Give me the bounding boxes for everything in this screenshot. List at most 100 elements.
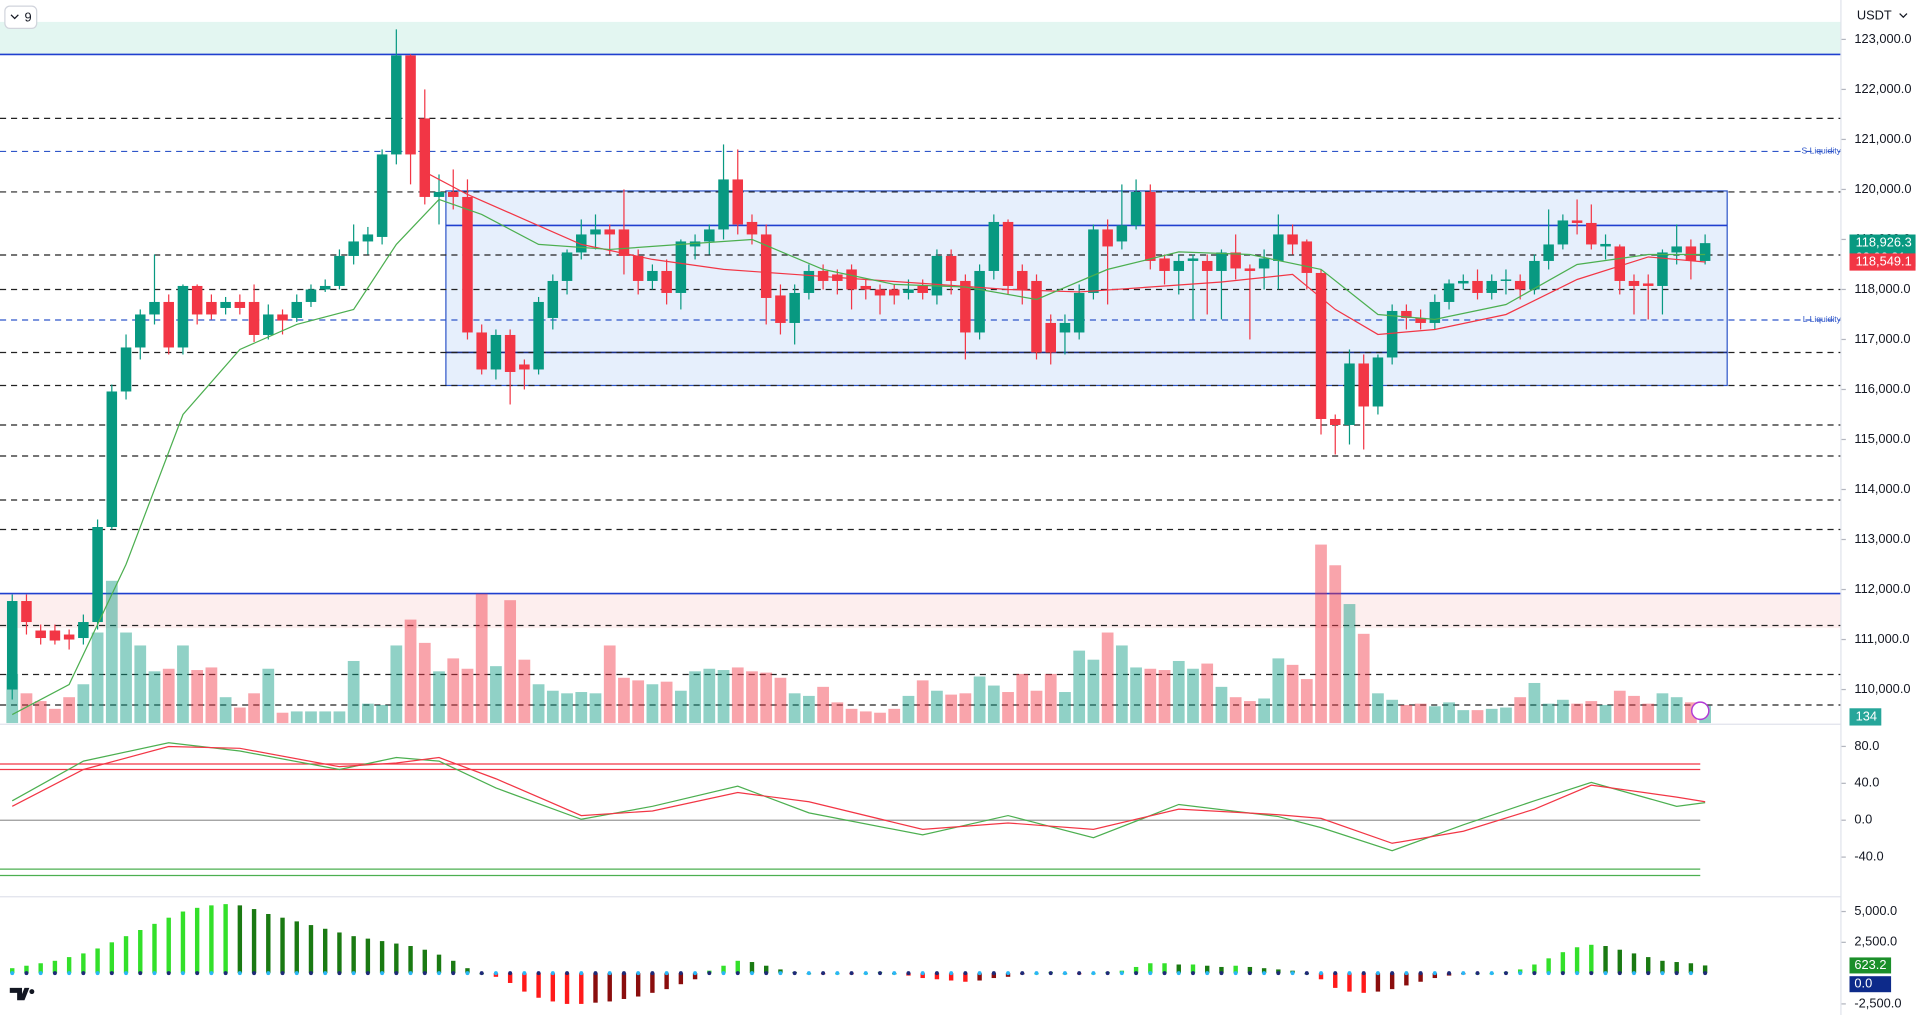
candle-body: [35, 630, 46, 639]
y-tick-label: 113,000.0: [1854, 531, 1910, 546]
volume-bar: [49, 708, 61, 724]
zero-dot: [294, 971, 299, 976]
zero-dot: [1319, 971, 1323, 976]
candle-body: [960, 280, 971, 333]
candle-body: [462, 196, 473, 333]
y-tick-label: 121,000.0: [1854, 131, 1911, 146]
volume-bar: [1016, 673, 1029, 724]
candle-body: [604, 229, 615, 235]
macd-bar: [38, 963, 43, 974]
volume-bar: [404, 619, 417, 724]
macd-bar: [1418, 973, 1423, 982]
candle-body: [220, 301, 231, 308]
candle-body: [789, 292, 800, 323]
macd-bar: [1261, 968, 1267, 974]
macd-bar: [365, 938, 371, 974]
volume-bar: [1030, 690, 1043, 724]
zero-dot: [1290, 971, 1295, 976]
candle-body: [1102, 229, 1113, 247]
zero-dot: [1504, 971, 1508, 976]
candle-body: [1685, 246, 1697, 261]
zero-dot: [1091, 971, 1096, 976]
candle-body: [803, 270, 815, 293]
zero-dot: [806, 971, 811, 976]
zero-dot: [52, 971, 57, 976]
candle-body: [590, 229, 601, 235]
candle-body: [675, 241, 687, 293]
macd-bar: [507, 973, 513, 983]
macd-bar: [522, 973, 527, 992]
macd-bar: [337, 932, 342, 974]
zero-dot: [1447, 971, 1452, 976]
candle-body: [1642, 283, 1654, 286]
macd-bar: [607, 973, 612, 1002]
candle-body: [6, 601, 18, 690]
candle-body: [248, 301, 260, 335]
volume-bar: [987, 685, 1000, 724]
volume-bar: [1229, 697, 1242, 724]
zero-dot: [394, 971, 399, 976]
macd-bar: [1646, 957, 1651, 974]
macd-bar: [237, 905, 243, 974]
candle-body: [319, 285, 331, 290]
candle-body: [931, 255, 943, 296]
macd-bar: [294, 921, 299, 974]
zero-dot: [1432, 971, 1437, 976]
zero-dot: [664, 971, 669, 976]
candle-body: [1031, 280, 1042, 353]
macd-bar: [1347, 973, 1352, 992]
candle-body: [888, 289, 900, 296]
candle-body: [391, 55, 402, 155]
candle-body: [1116, 225, 1128, 242]
candle-body: [21, 601, 32, 623]
candle-body: [1657, 252, 1668, 286]
volume-tag: [1849, 708, 1882, 726]
volume-bar: [20, 693, 33, 724]
candle-body: [1258, 258, 1270, 269]
volume-bar: [774, 677, 787, 724]
volume-bar: [1172, 660, 1185, 724]
y-tick-label: -2,500.0: [1854, 995, 1901, 1010]
interval-button[interactable]: [4, 5, 38, 29]
y-tick-label: 80.0: [1854, 738, 1879, 753]
candle-body: [874, 289, 886, 296]
zero-dot: [1105, 971, 1110, 976]
candle-body: [92, 527, 103, 623]
macd-bar: [764, 965, 769, 974]
candle-body: [476, 332, 487, 370]
zero-dot: [1247, 971, 1252, 976]
volume-bar: [276, 712, 289, 724]
zero-dot: [223, 971, 228, 976]
volume-bar: [874, 712, 886, 724]
candle-body: [49, 630, 61, 641]
volume-bar: [148, 671, 161, 724]
macd-bar: [166, 917, 171, 974]
zero-dot: [579, 971, 584, 976]
zero-dot: [1347, 971, 1352, 976]
volume-bar: [1400, 704, 1413, 724]
zero-dot: [465, 971, 470, 976]
volume-bar: [1087, 659, 1100, 724]
volume-bar: [1258, 698, 1270, 724]
macd-bar: [251, 909, 257, 974]
candle-body: [533, 301, 544, 370]
volume-bar: [475, 593, 488, 724]
candle-body: [647, 270, 658, 281]
zero-dot: [1375, 971, 1380, 976]
volume-bar: [902, 695, 915, 724]
volume-bar: [305, 711, 317, 724]
zero-dot: [1632, 971, 1636, 976]
volume-bar: [390, 645, 403, 724]
y-tick-label: 117,000.0: [1854, 331, 1910, 346]
y-tick-label: 0.0: [1854, 812, 1872, 827]
zero-dot: [678, 971, 683, 976]
macd-bar: [209, 905, 214, 974]
zero-dot: [95, 971, 100, 976]
volume-bar: [1556, 699, 1569, 724]
volume-bar: [91, 632, 104, 724]
macd-bar: [1333, 973, 1338, 988]
zero-dot: [1603, 971, 1608, 976]
volume-bar: [888, 708, 901, 724]
candle-body: [903, 289, 914, 293]
